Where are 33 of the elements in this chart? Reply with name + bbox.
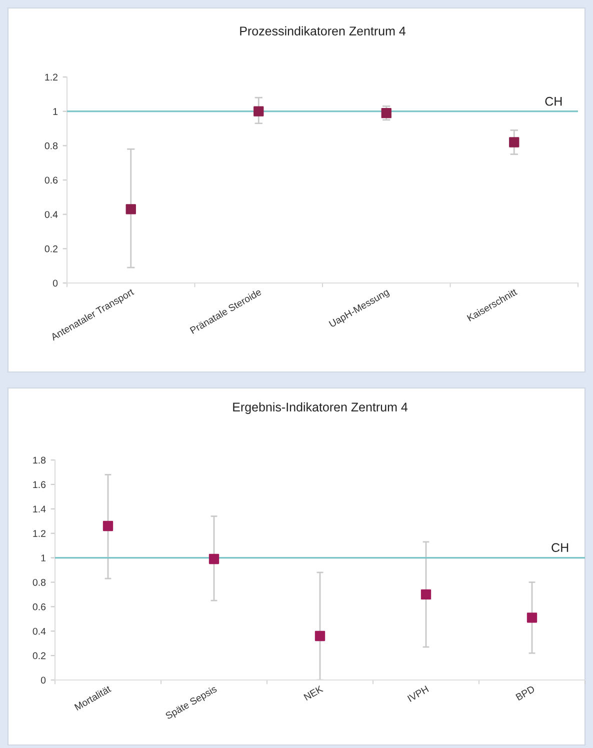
point: [208, 554, 220, 564]
point: [420, 589, 432, 600]
y-tick-label: 1: [41, 554, 46, 562]
point: [381, 108, 392, 118]
y-tick-label: 1.6: [33, 481, 46, 488]
y-tick-label: 1.2: [45, 74, 58, 81]
y-tick-label: 0: [52, 280, 58, 287]
point: [254, 106, 264, 116]
point: [314, 630, 326, 642]
y-tick-label: 1.2: [33, 530, 46, 537]
y-tick-label: 0.8: [44, 142, 58, 150]
y-tick-label: 1.8: [33, 456, 46, 464]
ref-line-label: CH: [545, 96, 562, 106]
y-tick-label: 0.2: [44, 245, 58, 252]
point: [509, 137, 520, 148]
point: [102, 520, 114, 532]
ref-line-label: CH: [552, 543, 568, 552]
y-tick-label: 0.8: [32, 578, 46, 586]
y-tick-label: 0.2: [32, 652, 46, 660]
y-tick-label: 0: [40, 676, 46, 684]
y-tick-label: 1: [53, 108, 58, 115]
y-tick-label: 0.4: [32, 628, 46, 635]
x-tick-label: BPD: [516, 685, 536, 701]
y-tick-label: 1.4: [33, 506, 46, 512]
y-tick-label: 0.4: [44, 211, 58, 218]
x-tick-label: IVPH: [407, 686, 429, 702]
point: [526, 612, 538, 623]
x-tick-label: NEK: [304, 685, 324, 701]
y-tick-label: 0.6: [44, 176, 58, 184]
y-tick-label: 0.6: [32, 603, 46, 610]
point: [126, 204, 136, 214]
chart-title: Ergebnis-Indikatoren Zentrum 4: [233, 402, 408, 414]
chart-title: Prozessindikatoren Zentrum 4: [240, 26, 406, 36]
